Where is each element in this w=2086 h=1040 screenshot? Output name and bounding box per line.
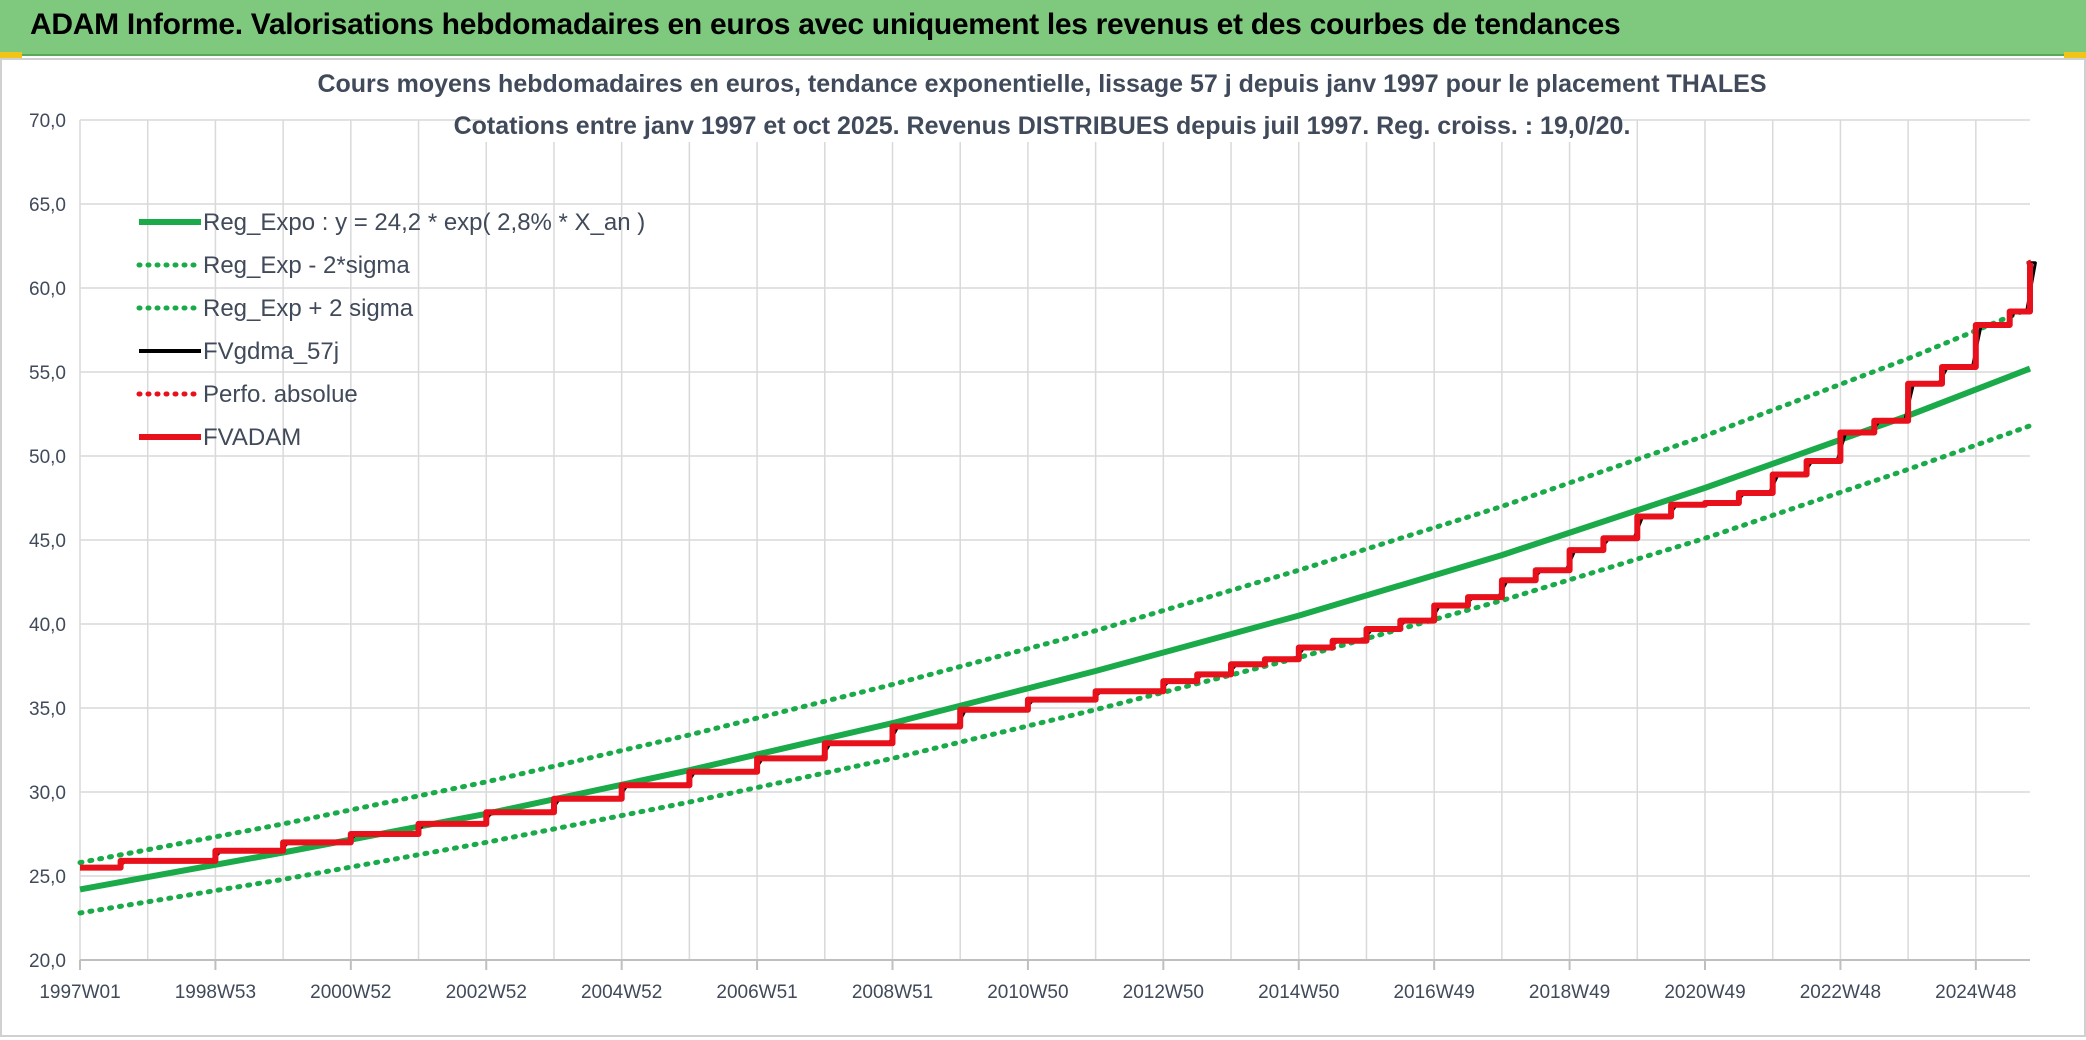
x-tick-label: 2000W52 xyxy=(310,982,391,1003)
x-tick-label: 2008W51 xyxy=(852,982,933,1003)
x-tick-label: 2020W49 xyxy=(1664,982,1745,1003)
x-tick-label: 2010W50 xyxy=(987,982,1068,1003)
series-layer xyxy=(77,259,2037,916)
axes: 20,0 25,0 30,0 35,0 40,0 45,0 50,0 55,0 60,0 65,0… xyxy=(29,111,2030,1003)
x-tick-label: 2018W49 xyxy=(1529,982,1610,1003)
y-tick-label: 50,0 xyxy=(29,447,66,468)
legend-label: FVADAM xyxy=(203,424,301,451)
series-line-4 xyxy=(85,261,2037,870)
y-tick-label: 35,0 xyxy=(29,699,66,720)
x-tick-label: 2022W48 xyxy=(1800,982,1881,1003)
x-tick-label: 2002W52 xyxy=(446,982,527,1003)
chart-title: Cours moyens hebdomadaires en euros, ten… xyxy=(317,70,1766,98)
title-background xyxy=(357,62,1727,102)
corner-mark-right xyxy=(2064,52,2086,58)
x-tick-label: 2006W51 xyxy=(716,982,797,1003)
legend: Reg_Expo : y = 24,2 * exp( 2,8% * X_an )… xyxy=(136,209,645,451)
series-line-2 xyxy=(77,423,2033,916)
series-line-6 xyxy=(80,259,2033,871)
subtitle-background xyxy=(482,104,1602,142)
corner-mark-left xyxy=(0,52,22,58)
y-tick-label: 25,0 xyxy=(29,867,66,888)
x-tick-label: 2004W52 xyxy=(581,982,662,1003)
chart-subtitle: Cotations entre janv 1997 et oct 2025. R… xyxy=(454,112,1631,140)
legend-label: Reg_Expo : y = 24,2 * exp( 2,8% * X_an ) xyxy=(203,209,645,236)
chart-area: 20,0 25,0 30,0 35,0 40,0 45,0 50,0 55,0 60,0 65,0… xyxy=(0,58,2086,1037)
y-tick-label: 45,0 xyxy=(29,531,66,552)
legend-label: FVgdma_57j xyxy=(203,338,339,365)
y-tick-label: 40,0 xyxy=(29,615,66,636)
x-tick-label: 2012W50 xyxy=(1123,982,1204,1003)
legend-label: Reg_Exp + 2 sigma xyxy=(203,295,414,322)
y-tick-label: 70,0 xyxy=(29,111,66,132)
y-tick-label: 30,0 xyxy=(29,783,66,804)
series-line-3 xyxy=(77,305,2033,866)
x-tick-label: 1998W53 xyxy=(175,982,256,1003)
x-tick-label: 2016W49 xyxy=(1393,982,1474,1003)
x-tick-label: 2014W50 xyxy=(1258,982,1339,1003)
y-tick-label: 65,0 xyxy=(29,195,66,216)
y-tick-label: 20,0 xyxy=(29,951,66,972)
y-tick-label: 55,0 xyxy=(29,363,66,384)
legend-label: Perfo. absolue xyxy=(203,381,358,408)
chart-titles: Cours moyens hebdomadaires en euros, ten… xyxy=(317,62,1767,142)
x-tick-label: 1997W01 xyxy=(39,982,120,1003)
legend-label: Reg_Exp - 2*sigma xyxy=(203,252,410,279)
line-chart: 20,0 25,0 30,0 35,0 40,0 45,0 50,0 55,0 60,0 65,0… xyxy=(29,62,2037,1003)
report-title: ADAM Informe. Valorisations hebdomadaire… xyxy=(30,8,1621,41)
x-tick-label: 2024W48 xyxy=(1935,982,2016,1003)
y-tick-label: 60,0 xyxy=(29,279,66,300)
report-banner: ADAM Informe. Valorisations hebdomadaire… xyxy=(0,0,2086,56)
series-line-1 xyxy=(79,365,2032,893)
